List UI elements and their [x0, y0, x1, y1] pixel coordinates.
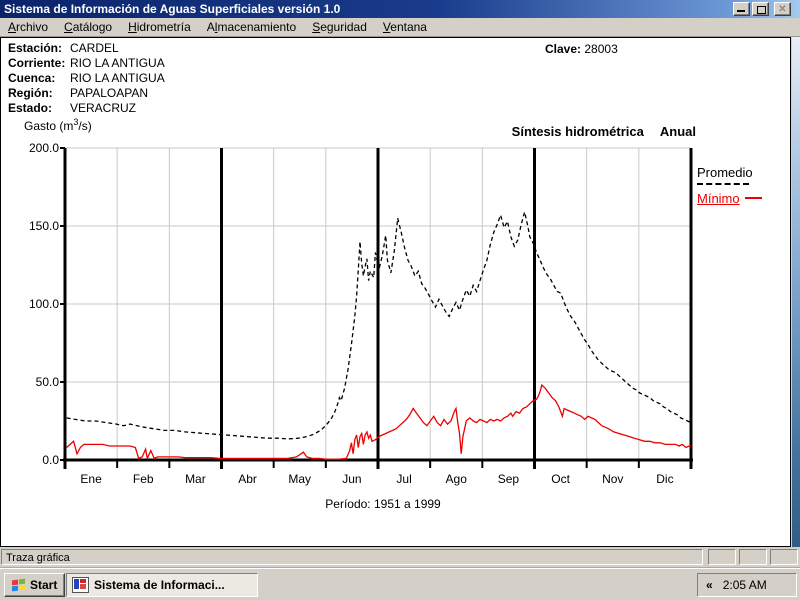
x-tick-label: Dic	[656, 472, 674, 486]
taskbar-clock: 2:05 AM	[722, 578, 767, 592]
station-clave: Clave: 28003	[545, 42, 618, 56]
status-bar-panel-1	[708, 549, 736, 565]
y-axis-title: Gasto (m3/s)	[24, 117, 92, 133]
chart-heading: Síntesis hidrométrica Anual	[512, 124, 696, 139]
x-tick-label: Oct	[551, 472, 570, 486]
legend-item-minimo: Mínimo	[697, 185, 762, 206]
station-field-label: Región:	[8, 86, 53, 100]
menu-item-catalogo[interactable]: Catálogo	[64, 20, 113, 34]
taskbar: Start Sistema de Informaci... « 2:05 AM	[0, 568, 800, 600]
chart-heading-title: Síntesis hidrométrica	[511, 124, 644, 139]
station-field-label: Cuenca:	[8, 71, 56, 85]
x-tick-label: Ene	[80, 472, 102, 486]
legend-minimo-label: Mínimo	[697, 191, 740, 206]
x-tick-label: Abr	[238, 472, 257, 486]
start-label: Start	[30, 578, 58, 592]
x-tick-label: Mar	[185, 472, 206, 486]
station-field-label: Estado:	[8, 101, 53, 115]
clave-value: 28003	[584, 42, 618, 56]
restore-button[interactable]	[752, 2, 769, 16]
station-field-value: RIO LA ANTIGUA	[70, 71, 165, 85]
x-tick-label: Sep	[497, 472, 520, 486]
menu-item-almacenamiento[interactable]: Almacenamiento	[206, 20, 297, 34]
menu-item-seguridad[interactable]: Seguridad	[312, 20, 367, 34]
y-tick-label: 100.0	[28, 297, 59, 311]
y-tick-label: 150.0	[28, 219, 59, 233]
station-row: Región: PAPALOAPAN	[8, 86, 165, 101]
station-field-label: Corriente:	[8, 56, 66, 70]
y-tick-label: 50.0	[35, 375, 59, 389]
restore-icon	[757, 4, 769, 14]
desktop-strip	[792, 37, 800, 547]
legend-minimo-swatch	[744, 197, 762, 199]
station-row: Cuenca: RIO LA ANTIGUA	[8, 71, 165, 86]
status-text: Traza gráfica	[6, 552, 70, 564]
status-bar-text-panel: Traza gráfica	[1, 549, 703, 565]
window-controls: ✕	[731, 2, 791, 16]
station-field-value: CARDEL	[70, 41, 119, 55]
station-field-value: RIO LA ANTIGUA	[70, 56, 165, 70]
station-row: Corriente: RIO LA ANTIGUA	[8, 56, 165, 71]
y-tick-label: 0.0	[42, 453, 59, 467]
app-icon	[72, 577, 89, 593]
clave-label: Clave:	[545, 42, 582, 56]
system-tray: « 2:05 AM	[697, 573, 797, 597]
station-info: Estación: CARDEL Corriente: RIO LA ANTIGUA C…	[8, 41, 165, 116]
start-button[interactable]: Start	[4, 573, 66, 597]
tray-collapse-button[interactable]: «	[706, 578, 713, 592]
station-field-value: VERACRUZ	[70, 101, 137, 115]
chart-legend: Promedio Mínimo	[697, 166, 762, 206]
chart-period-label: Período: 1951 a 1999	[325, 497, 441, 511]
window-title: Sistema de Información de Aguas Superfic…	[4, 2, 341, 16]
menu-item-ventana[interactable]: Ventana	[382, 20, 427, 34]
x-tick-label: Jun	[342, 472, 362, 486]
legend-promedio-swatch	[697, 183, 749, 185]
x-tick-label: May	[288, 472, 312, 486]
station-field-label: Estación:	[8, 41, 63, 55]
status-bar-panel-3	[770, 549, 798, 565]
x-tick-label: Nov	[602, 472, 624, 486]
y-tick-label: 200.0	[28, 141, 59, 155]
x-tick-label: Ago	[445, 472, 467, 486]
minimize-icon	[737, 10, 745, 12]
station-row: Estación: CARDEL	[8, 41, 165, 56]
legend-item-promedio: Promedio	[697, 166, 762, 185]
menu-bar: Archivo Catálogo Hidrometría Almacenamiento…	[0, 18, 800, 37]
status-bar-panel-2	[739, 549, 767, 565]
menu-item-archivo[interactable]: Archivo	[8, 20, 49, 34]
x-tick-label: Jul	[396, 472, 412, 486]
minimize-button[interactable]	[733, 2, 750, 16]
x-tick-label: Feb	[132, 472, 154, 486]
close-button[interactable]: ✕	[774, 2, 791, 16]
windows-logo-icon	[12, 578, 26, 592]
station-field-value: PAPALOAPAN	[70, 86, 149, 100]
window-titlebar[interactable]: Sistema de Información de Aguas Superfic…	[0, 0, 800, 18]
taskbar-app-button[interactable]: Sistema de Informaci...	[66, 573, 258, 597]
menu-item-hidrometria[interactable]: Hidrometría	[128, 20, 191, 34]
legend-promedio-label: Promedio	[697, 165, 753, 180]
taskbar-app-label: Sistema de Informaci...	[94, 578, 225, 592]
chart-heading-mode: Anual	[659, 124, 696, 139]
station-row: Estado: VERACRUZ	[8, 101, 165, 116]
status-bar: Traza gráfica	[0, 547, 800, 568]
